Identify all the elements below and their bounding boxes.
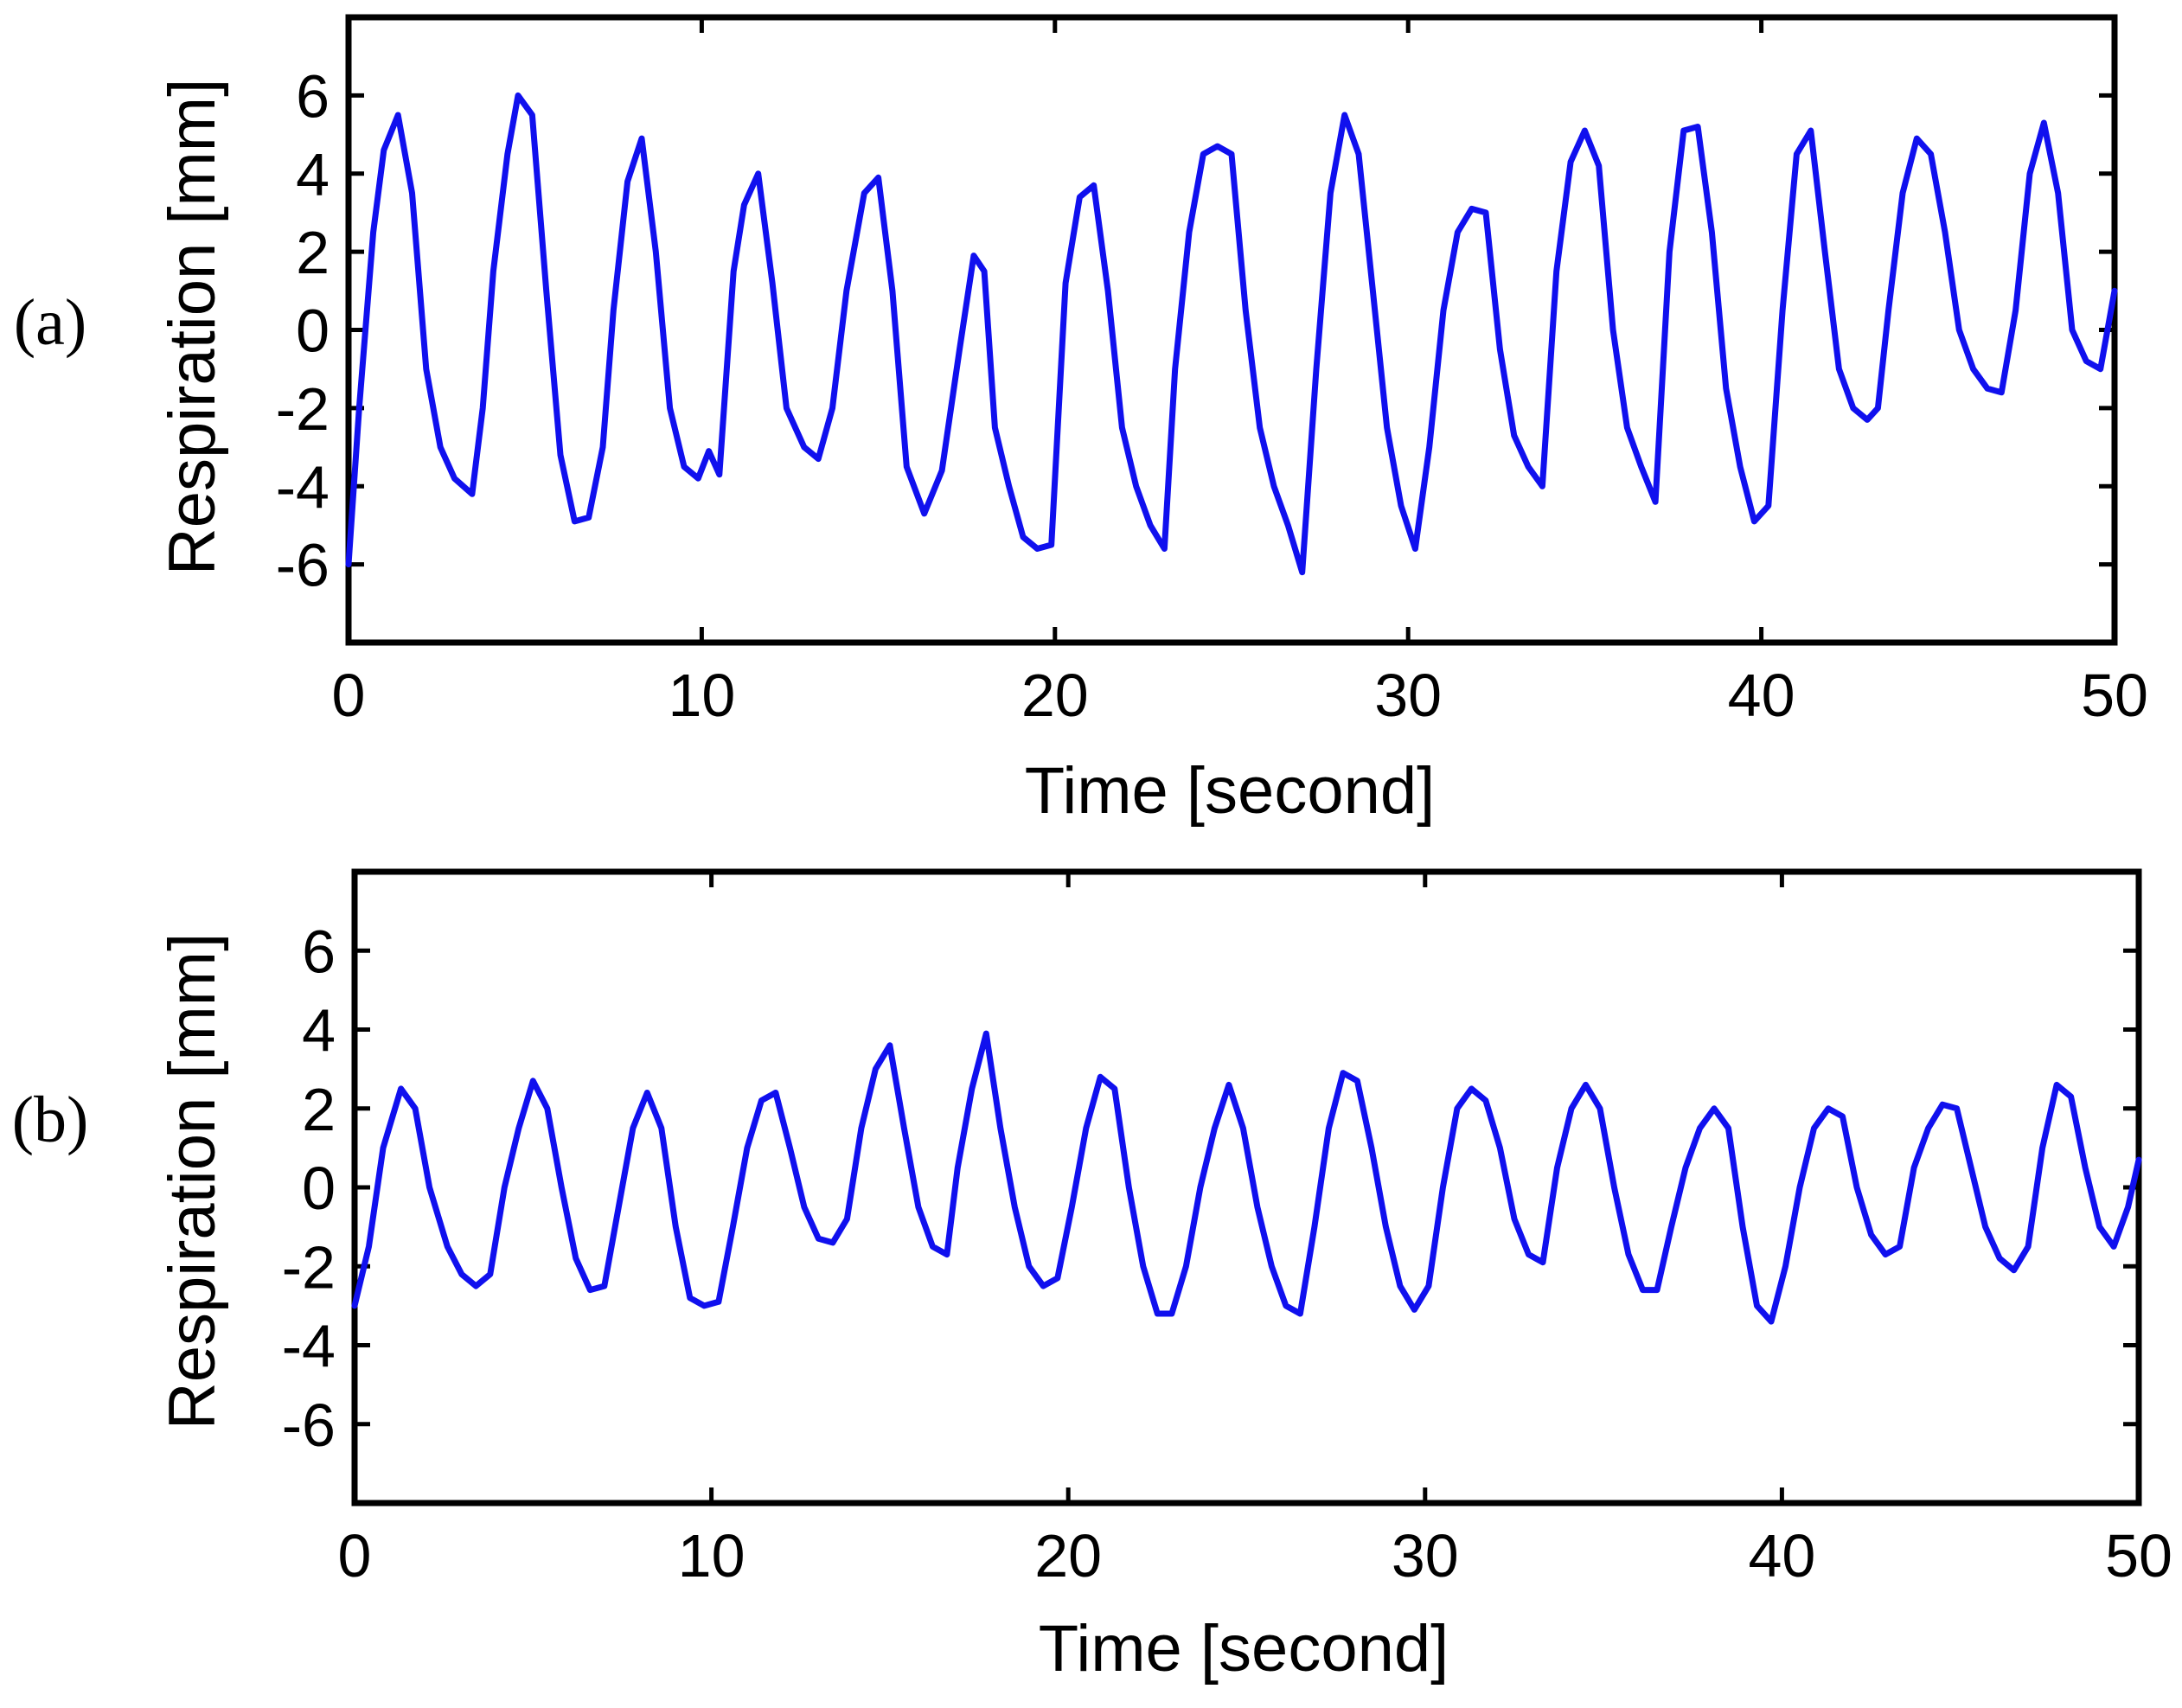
x-tick-label-a: 40	[1728, 662, 1795, 729]
y-tick-label-b: 2	[302, 1076, 336, 1143]
y-tick-label-b: -6	[282, 1391, 336, 1459]
y-axis-label-a: Respiration [mm]	[156, 79, 229, 575]
panel-label-b: (b)	[12, 1084, 89, 1156]
x-tick-label-b: 0	[338, 1522, 372, 1590]
chart-panel-b: (b) Respiration [mm] Time [second] 0 10 20…	[12, 872, 2172, 1686]
series-b	[355, 1033, 2139, 1321]
y-tick-label-a: -2	[276, 375, 330, 443]
x-tick-label-b: 10	[678, 1522, 745, 1590]
x-tick-label-a: 20	[1021, 662, 1089, 729]
x-tick-label-b: 30	[1392, 1522, 1459, 1590]
y-tick-label-b: 4	[302, 997, 336, 1065]
x-axis-label-a: Time [second]	[1025, 754, 1435, 828]
y-tick-label-b: -4	[282, 1313, 336, 1380]
x-tick-label-b: 50	[2105, 1522, 2172, 1590]
y-axis-label-b: Respiration [mm]	[156, 933, 229, 1430]
x-tick-label-a: 0	[332, 662, 366, 729]
x-tick-label-b: 40	[1748, 1522, 1815, 1590]
x-tick-label-a: 50	[2081, 662, 2148, 729]
y-tick-label-b: -2	[282, 1233, 336, 1301]
x-axis-label-b: Time [second]	[1039, 1612, 1449, 1686]
respiration-line-b	[355, 1033, 2139, 1321]
chart-panel-a: (a) Respiration [mm] Time [second] 0 10 20…	[14, 17, 2148, 828]
series-a	[349, 95, 2115, 572]
y-tick-label-a: 2	[296, 219, 330, 286]
x-tick-label-b: 20	[1034, 1522, 1102, 1590]
panel-label-a: (a)	[14, 286, 86, 359]
y-tick-label-a: 0	[296, 297, 330, 365]
y-tick-label-a: 6	[296, 62, 330, 130]
x-tick-label-a: 30	[1374, 662, 1442, 729]
y-tick-label-a: -4	[276, 453, 330, 521]
y-tick-label-b: 0	[302, 1155, 336, 1222]
y-tick-label-b: 6	[302, 918, 336, 985]
y-tick-label-a: 4	[296, 141, 330, 208]
y-tick-label-a: -6	[276, 532, 330, 599]
x-tick-label-a: 10	[668, 662, 735, 729]
respiration-line-a	[349, 95, 2115, 572]
